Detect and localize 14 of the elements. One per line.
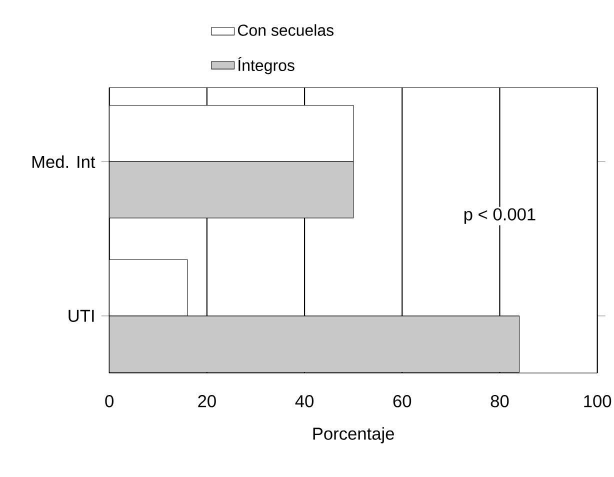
annotation: p < 0.001 [464,208,536,224]
legend-label: Íntegros [238,57,294,74]
y-tick-label: Med. Int [32,155,96,168]
y-tick-label: UTI [68,310,94,322]
bar [109,161,354,218]
x-tick-label: 60 [393,395,412,408]
x-axis-title: Porcentaje [313,427,394,444]
legend-label: Con secuelas [238,24,334,36]
x-tick-label: 20 [198,395,216,408]
x-tick-label: 100 [584,395,612,408]
x-tick-label: 40 [295,395,314,408]
bar [109,316,520,372]
x-tick-label: 80 [490,395,509,408]
x-tick-label: 0 [105,395,114,408]
